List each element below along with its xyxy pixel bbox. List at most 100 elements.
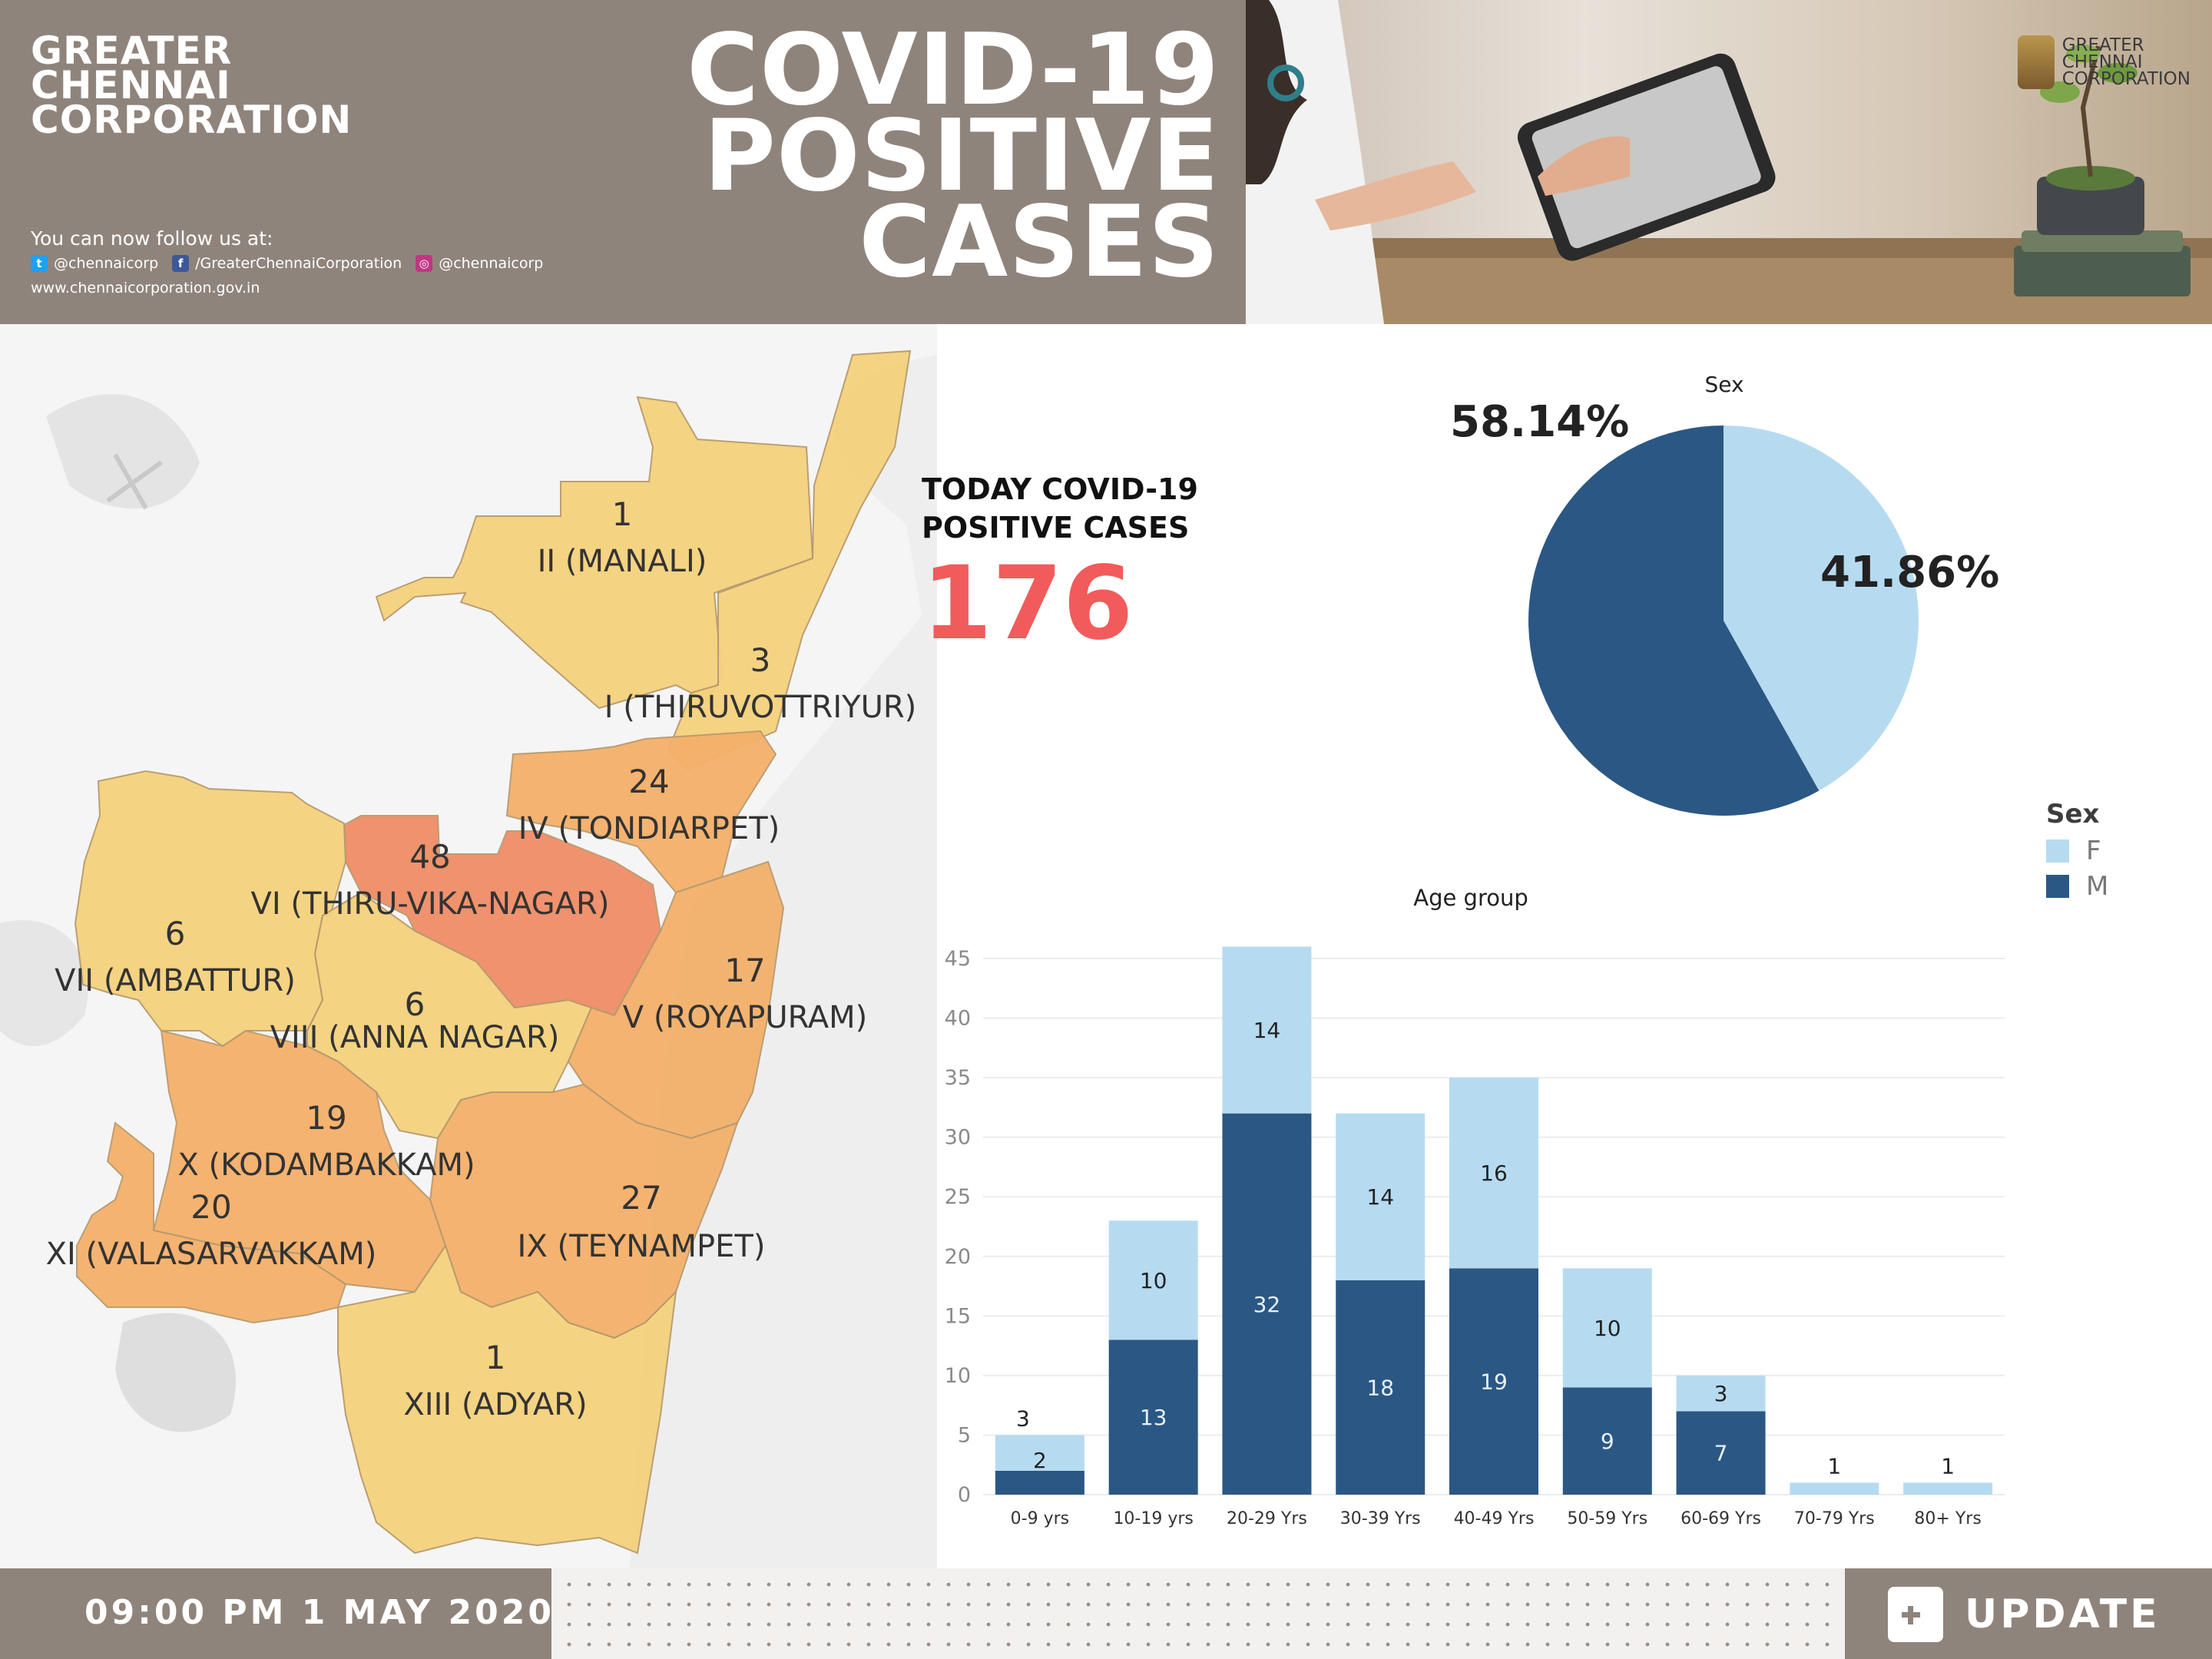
y-tick-label: 35: [945, 1066, 971, 1090]
zone-count-label: 17: [724, 952, 765, 989]
header-banner: GREATER CHENNAI CORPORATION COVID-19 POS…: [0, 0, 1246, 324]
zone-map-svg: 1 II (MANALI) 3 I (THIRUVOTTRIYUR) 24 IV (TON…: [0, 324, 937, 1568]
facebook-icon: f: [172, 255, 190, 272]
bar-segment-f[interactable]: [1562, 1268, 1652, 1388]
follow-text: You can now follow us at:: [31, 227, 273, 250]
zone-name-label: VIII (ANNA NAGAR): [270, 1020, 560, 1055]
y-tick-label: 45: [945, 947, 971, 971]
bar-value-label-f: 10: [1594, 1316, 1621, 1341]
bar-value-label-m: 7: [1714, 1441, 1728, 1466]
bar-value-label-f: 14: [1366, 1184, 1394, 1210]
x-tick-label: 20-29 Yrs: [1227, 1509, 1307, 1528]
bar-segment-f[interactable]: [995, 1435, 1084, 1471]
bar-segment-m[interactable]: [1676, 1411, 1766, 1495]
update-button[interactable]: UPDATE: [1845, 1568, 2212, 1659]
x-tick-label: 80+ Yrs: [1914, 1509, 1981, 1528]
bar-segment-f[interactable]: [1676, 1375, 1766, 1412]
bar-segment-f[interactable]: [1336, 1113, 1426, 1280]
bar-segment-f[interactable]: [1222, 946, 1312, 1114]
legend-label: M: [2086, 871, 2109, 902]
zone-name-label: IX (TEYNAMPET): [518, 1229, 766, 1264]
y-tick-label: 30: [945, 1126, 971, 1150]
x-tick-label: 60-69 Yrs: [1681, 1509, 1761, 1528]
zone-area[interactable]: [505, 730, 777, 894]
chart-legend: Sex F M: [2046, 799, 2108, 906]
zone-name-label: XIII (ADYAR): [403, 1387, 587, 1422]
zone-name-label: I (THIRUVOTTRIYUR): [604, 690, 917, 725]
bar-title: Age group: [1413, 885, 1528, 911]
pie-slice-m[interactable]: [1528, 426, 1820, 816]
bar-segment-m[interactable]: [1562, 1387, 1652, 1495]
zone-name-label: X (KODAMBAKKAM): [177, 1147, 475, 1183]
pie-slice-f[interactable]: [1724, 426, 1919, 791]
social-links: t @chennaicorp f /GreaterChennaiCorporat…: [31, 255, 543, 272]
y-tick-label: 10: [945, 1364, 971, 1388]
facebook-link[interactable]: /GreaterChennaiCorporation: [195, 255, 402, 272]
instagram-link[interactable]: @chennaicorp: [439, 255, 544, 272]
zone-name-label: IV (TONDIARPET): [518, 811, 780, 846]
twitter-link[interactable]: @chennaicorp: [54, 255, 159, 272]
header-photo: GREATER CHENNAI CORPORATION: [1246, 0, 2212, 324]
zone-map: 1 II (MANALI) 3 I (THIRUVOTTRIYUR) 24 IV (TON…: [0, 324, 937, 1568]
bar-segment-f[interactable]: [1903, 1482, 1993, 1495]
footer-pattern: [551, 1568, 1845, 1659]
today-label-line: TODAY COVID-19: [922, 472, 1198, 506]
bar-value-label-m: 32: [1253, 1292, 1281, 1317]
bar-segment-f[interactable]: [1449, 1078, 1538, 1269]
title-line: CASES: [859, 185, 1220, 300]
zone-name-label: II (MANALI): [538, 544, 707, 579]
pie-label-f: 41.86%: [1820, 548, 1999, 598]
zone-count-label: 3: [750, 641, 771, 679]
zone-area[interactable]: [337, 1243, 677, 1555]
bar-segment-f[interactable]: [1790, 1482, 1879, 1495]
org-line: CHENNAI: [31, 63, 231, 108]
x-tick-label: 40-49 Yrs: [1454, 1509, 1535, 1528]
today-label-line: POSITIVE CASES: [922, 511, 1190, 545]
sex-pie-chart: 41.86% 58.14%: [1450, 397, 1999, 816]
zone-name-label: VI (THIRU-VIKA-NAGAR): [251, 886, 610, 922]
doctor-tablet-illustration: [1246, 0, 2212, 324]
zone-count-label: 20: [190, 1188, 231, 1226]
bar-segment-m[interactable]: [1449, 1268, 1538, 1495]
bar-segment-m[interactable]: [1222, 1113, 1312, 1495]
bar-value-label-f: 1: [1941, 1453, 1955, 1479]
legend-swatch: [2046, 839, 2069, 863]
zone-count-label: 1: [612, 495, 633, 533]
pie-title: Sex: [1704, 372, 1744, 397]
zone-name-label: V (ROYAPURAM): [623, 1000, 868, 1035]
legend-item-f[interactable]: F: [2046, 836, 2108, 866]
instagram-icon: ◎: [416, 255, 433, 272]
bar-value-label-m: 13: [1140, 1405, 1167, 1430]
bar-value-label-f: 16: [1480, 1161, 1508, 1186]
zone-count-label: 27: [621, 1179, 661, 1217]
x-tick-label: 10-19 yrs: [1113, 1509, 1193, 1528]
zone-name-label: XI (VALASARVAKKAM): [46, 1237, 377, 1272]
bar-segment-m[interactable]: [995, 1470, 1084, 1495]
bar-value-label-f: 3: [1714, 1381, 1728, 1406]
y-tick-label: 20: [945, 1245, 971, 1269]
bar-value-label-f: 14: [1253, 1018, 1281, 1043]
zone-count-label: 24: [628, 763, 669, 800]
org-line: GREATER: [31, 28, 233, 73]
legend-title: Sex: [2046, 799, 2100, 830]
bar-value-label-m: 2: [1033, 1448, 1047, 1473]
bar-value-label-m: 19: [1480, 1369, 1508, 1395]
zone-count-label: 48: [409, 838, 450, 876]
legend-item-m[interactable]: M: [2046, 871, 2108, 902]
today-cases-label: TODAY COVID-19 POSITIVE CASES: [922, 470, 1198, 547]
bar-segment-m[interactable]: [1108, 1339, 1198, 1495]
header: GREATER CHENNAI CORPORATION COVID-19 POS…: [0, 0, 2212, 324]
zone-count-label: 6: [165, 915, 186, 952]
x-tick-label: 30-39 Yrs: [1340, 1509, 1421, 1528]
zone-area[interactable]: [76, 1121, 347, 1324]
bar-value-label-f: 1: [1827, 1453, 1841, 1479]
bar-value-label-m: 9: [1601, 1429, 1614, 1454]
y-tick-label: 5: [958, 1423, 971, 1447]
bar-segment-f[interactable]: [1108, 1220, 1198, 1340]
pie-label-m: 58.14%: [1450, 397, 1629, 447]
page-title: COVID-19 POSITIVE CASES: [687, 22, 1220, 300]
zone-count-label: 6: [405, 985, 426, 1023]
bar-segment-m[interactable]: [1336, 1280, 1426, 1495]
website-link[interactable]: www.chennaicorporation.gov.in: [31, 280, 260, 296]
twitter-icon: t: [31, 255, 48, 272]
